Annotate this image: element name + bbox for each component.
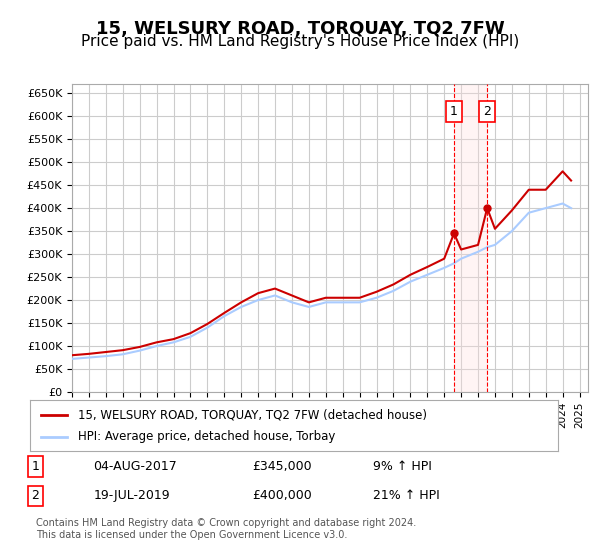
Text: Contains HM Land Registry data © Crown copyright and database right 2024.
This d: Contains HM Land Registry data © Crown c… (36, 518, 416, 540)
Text: 2: 2 (31, 489, 39, 502)
Text: 04-AUG-2017: 04-AUG-2017 (94, 460, 177, 473)
Text: 15, WELSURY ROAD, TORQUAY, TQ2 7FW: 15, WELSURY ROAD, TORQUAY, TQ2 7FW (95, 20, 505, 38)
Text: Price paid vs. HM Land Registry's House Price Index (HPI): Price paid vs. HM Land Registry's House … (81, 34, 519, 49)
Text: 2: 2 (483, 105, 491, 118)
Bar (454, 84, 487, 392)
Text: 21% ↑ HPI: 21% ↑ HPI (373, 489, 440, 502)
Text: 15, WELSURY ROAD, TORQUAY, TQ2 7FW (detached house): 15, WELSURY ROAD, TORQUAY, TQ2 7FW (deta… (77, 408, 427, 421)
Text: 9% ↑ HPI: 9% ↑ HPI (373, 460, 432, 473)
Text: £345,000: £345,000 (252, 460, 311, 473)
Text: 1: 1 (450, 105, 458, 118)
Text: HPI: Average price, detached house, Torbay: HPI: Average price, detached house, Torb… (77, 430, 335, 443)
Text: 1: 1 (31, 460, 39, 473)
Text: 19-JUL-2019: 19-JUL-2019 (94, 489, 170, 502)
Text: £400,000: £400,000 (252, 489, 311, 502)
